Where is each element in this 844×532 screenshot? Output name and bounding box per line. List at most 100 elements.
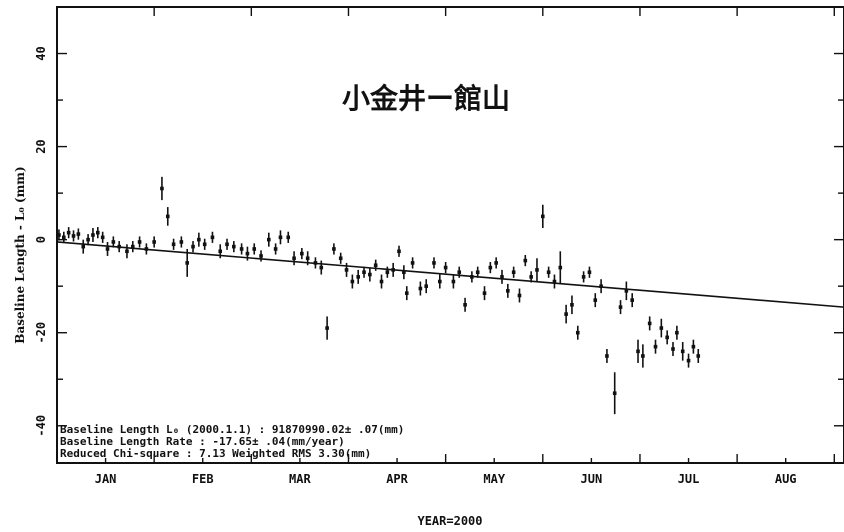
y-tick-label: -20 — [34, 322, 48, 344]
data-points-group — [57, 177, 700, 414]
data-point — [570, 303, 574, 307]
data-point — [463, 303, 467, 307]
data-point — [432, 261, 436, 265]
data-point — [57, 233, 61, 237]
data-point — [402, 270, 406, 274]
data-point — [386, 270, 390, 274]
data-point — [117, 245, 121, 249]
data-point — [374, 263, 378, 267]
data-point — [72, 234, 76, 238]
data-point — [619, 305, 623, 309]
trend-line — [57, 242, 844, 307]
x-tick-label: FEB — [192, 472, 214, 486]
data-point — [641, 354, 645, 358]
data-point — [101, 236, 105, 240]
data-point — [319, 266, 323, 270]
data-point — [300, 252, 304, 256]
data-point — [438, 280, 442, 284]
data-point — [77, 232, 81, 236]
y-tick-label: 40 — [34, 46, 48, 60]
data-point — [419, 287, 423, 291]
data-point — [211, 236, 215, 240]
data-point — [391, 268, 395, 272]
data-point — [675, 331, 679, 335]
data-point — [332, 247, 336, 251]
chart-title: 小金井ー館山 — [342, 82, 510, 115]
data-point — [351, 280, 355, 284]
data-point — [535, 268, 539, 272]
data-point — [172, 243, 176, 247]
data-point — [91, 233, 95, 237]
data-point — [599, 284, 603, 288]
data-point — [524, 259, 528, 263]
data-point — [125, 249, 129, 253]
data-point — [625, 289, 629, 293]
data-point — [203, 243, 207, 247]
data-point — [246, 252, 250, 256]
annotation-line-3: Reduced Chi-square : 7.13 Weighted RMS 3… — [60, 447, 371, 460]
data-point — [687, 359, 691, 363]
data-point — [267, 238, 271, 242]
x-tick-label: JAN — [95, 472, 117, 486]
data-point — [292, 256, 296, 260]
data-point — [131, 245, 135, 249]
data-point — [636, 350, 640, 354]
data-point — [145, 247, 149, 251]
data-point — [191, 245, 195, 249]
data-point — [518, 294, 522, 298]
data-point — [306, 256, 310, 260]
data-point — [345, 268, 349, 272]
data-point — [457, 270, 461, 274]
x-axis-label: YEAR=2000 — [417, 514, 482, 528]
data-point — [138, 240, 142, 244]
data-point — [67, 231, 71, 235]
data-point — [605, 354, 609, 358]
data-point — [470, 275, 474, 279]
data-point — [112, 240, 116, 244]
data-point — [576, 331, 580, 335]
data-point — [286, 236, 290, 240]
data-point — [654, 345, 658, 349]
data-point — [476, 270, 480, 274]
data-point — [380, 280, 384, 284]
data-point — [81, 245, 85, 249]
data-point — [279, 236, 283, 240]
data-point — [547, 270, 551, 274]
x-tick-label: MAR — [289, 472, 311, 486]
data-point — [252, 247, 256, 251]
data-point — [489, 266, 493, 270]
data-point — [96, 231, 100, 235]
data-point — [411, 261, 415, 265]
data-point — [218, 249, 222, 253]
data-point — [152, 240, 156, 244]
trend-line-group — [57, 242, 844, 307]
data-point — [86, 238, 90, 242]
data-point — [180, 240, 184, 244]
y-tick-label: 20 — [34, 139, 48, 153]
data-point — [494, 261, 498, 265]
data-point — [325, 326, 329, 330]
data-point — [197, 238, 201, 242]
data-point — [541, 215, 545, 219]
x-tick-label: MAY — [483, 472, 505, 486]
plot-frame — [57, 7, 844, 463]
data-point — [240, 247, 244, 251]
data-point — [62, 236, 66, 240]
data-point — [452, 280, 456, 284]
data-point — [339, 256, 343, 260]
data-point — [483, 291, 487, 295]
data-point — [593, 298, 597, 302]
data-point — [166, 215, 170, 219]
data-point — [232, 245, 236, 249]
data-point — [314, 261, 318, 265]
data-point — [558, 266, 562, 270]
data-point — [506, 289, 510, 293]
data-point — [660, 326, 664, 330]
data-point — [671, 347, 675, 351]
x-tick-label: JUL — [678, 472, 700, 486]
data-point — [553, 280, 557, 284]
x-tick-label: AUG — [775, 472, 797, 486]
data-point — [512, 270, 516, 274]
data-point — [225, 243, 229, 247]
data-point — [356, 275, 360, 279]
